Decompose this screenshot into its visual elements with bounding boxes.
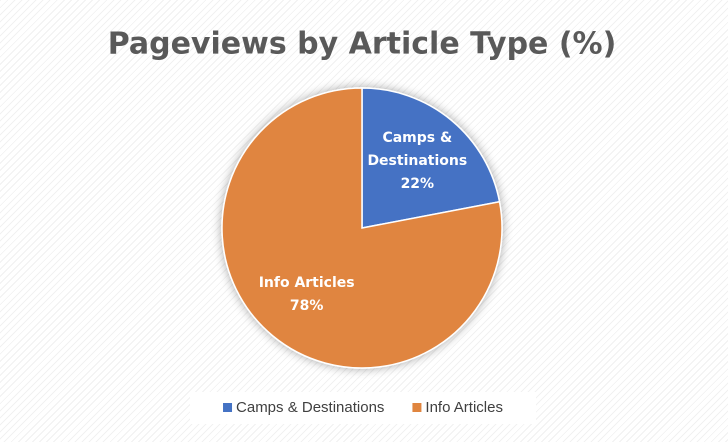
legend-swatch	[223, 403, 233, 412]
legend-label: Info Articles	[425, 399, 503, 416]
pie-slice	[221, 87, 503, 369]
legend-box	[190, 392, 536, 424]
label-value: 22%	[400, 175, 435, 192]
label-category: Info Articles	[258, 274, 355, 291]
legend-label: Camps & Destinations	[236, 399, 384, 416]
data-label: Info Articles 78%	[247, 255, 367, 335]
data-labels: Camps & Destinations 22% Info Articles 78%	[247, 121, 477, 335]
pie	[221, 87, 503, 369]
chart-title: Pageviews by Article Type (%)	[108, 27, 617, 62]
pie-slice	[361, 87, 501, 229]
data-label-text: Info Articles 78%	[247, 255, 367, 335]
legend-swatch	[412, 403, 422, 412]
data-label-text: Camps & Destinations 22%	[357, 121, 477, 201]
data-label: Camps & Destinations 22%	[357, 121, 477, 201]
label-value: 78%	[289, 297, 324, 314]
legend: Camps & Destinations Info Articles	[223, 399, 503, 416]
label-category: Camps & Destinations	[367, 129, 468, 169]
